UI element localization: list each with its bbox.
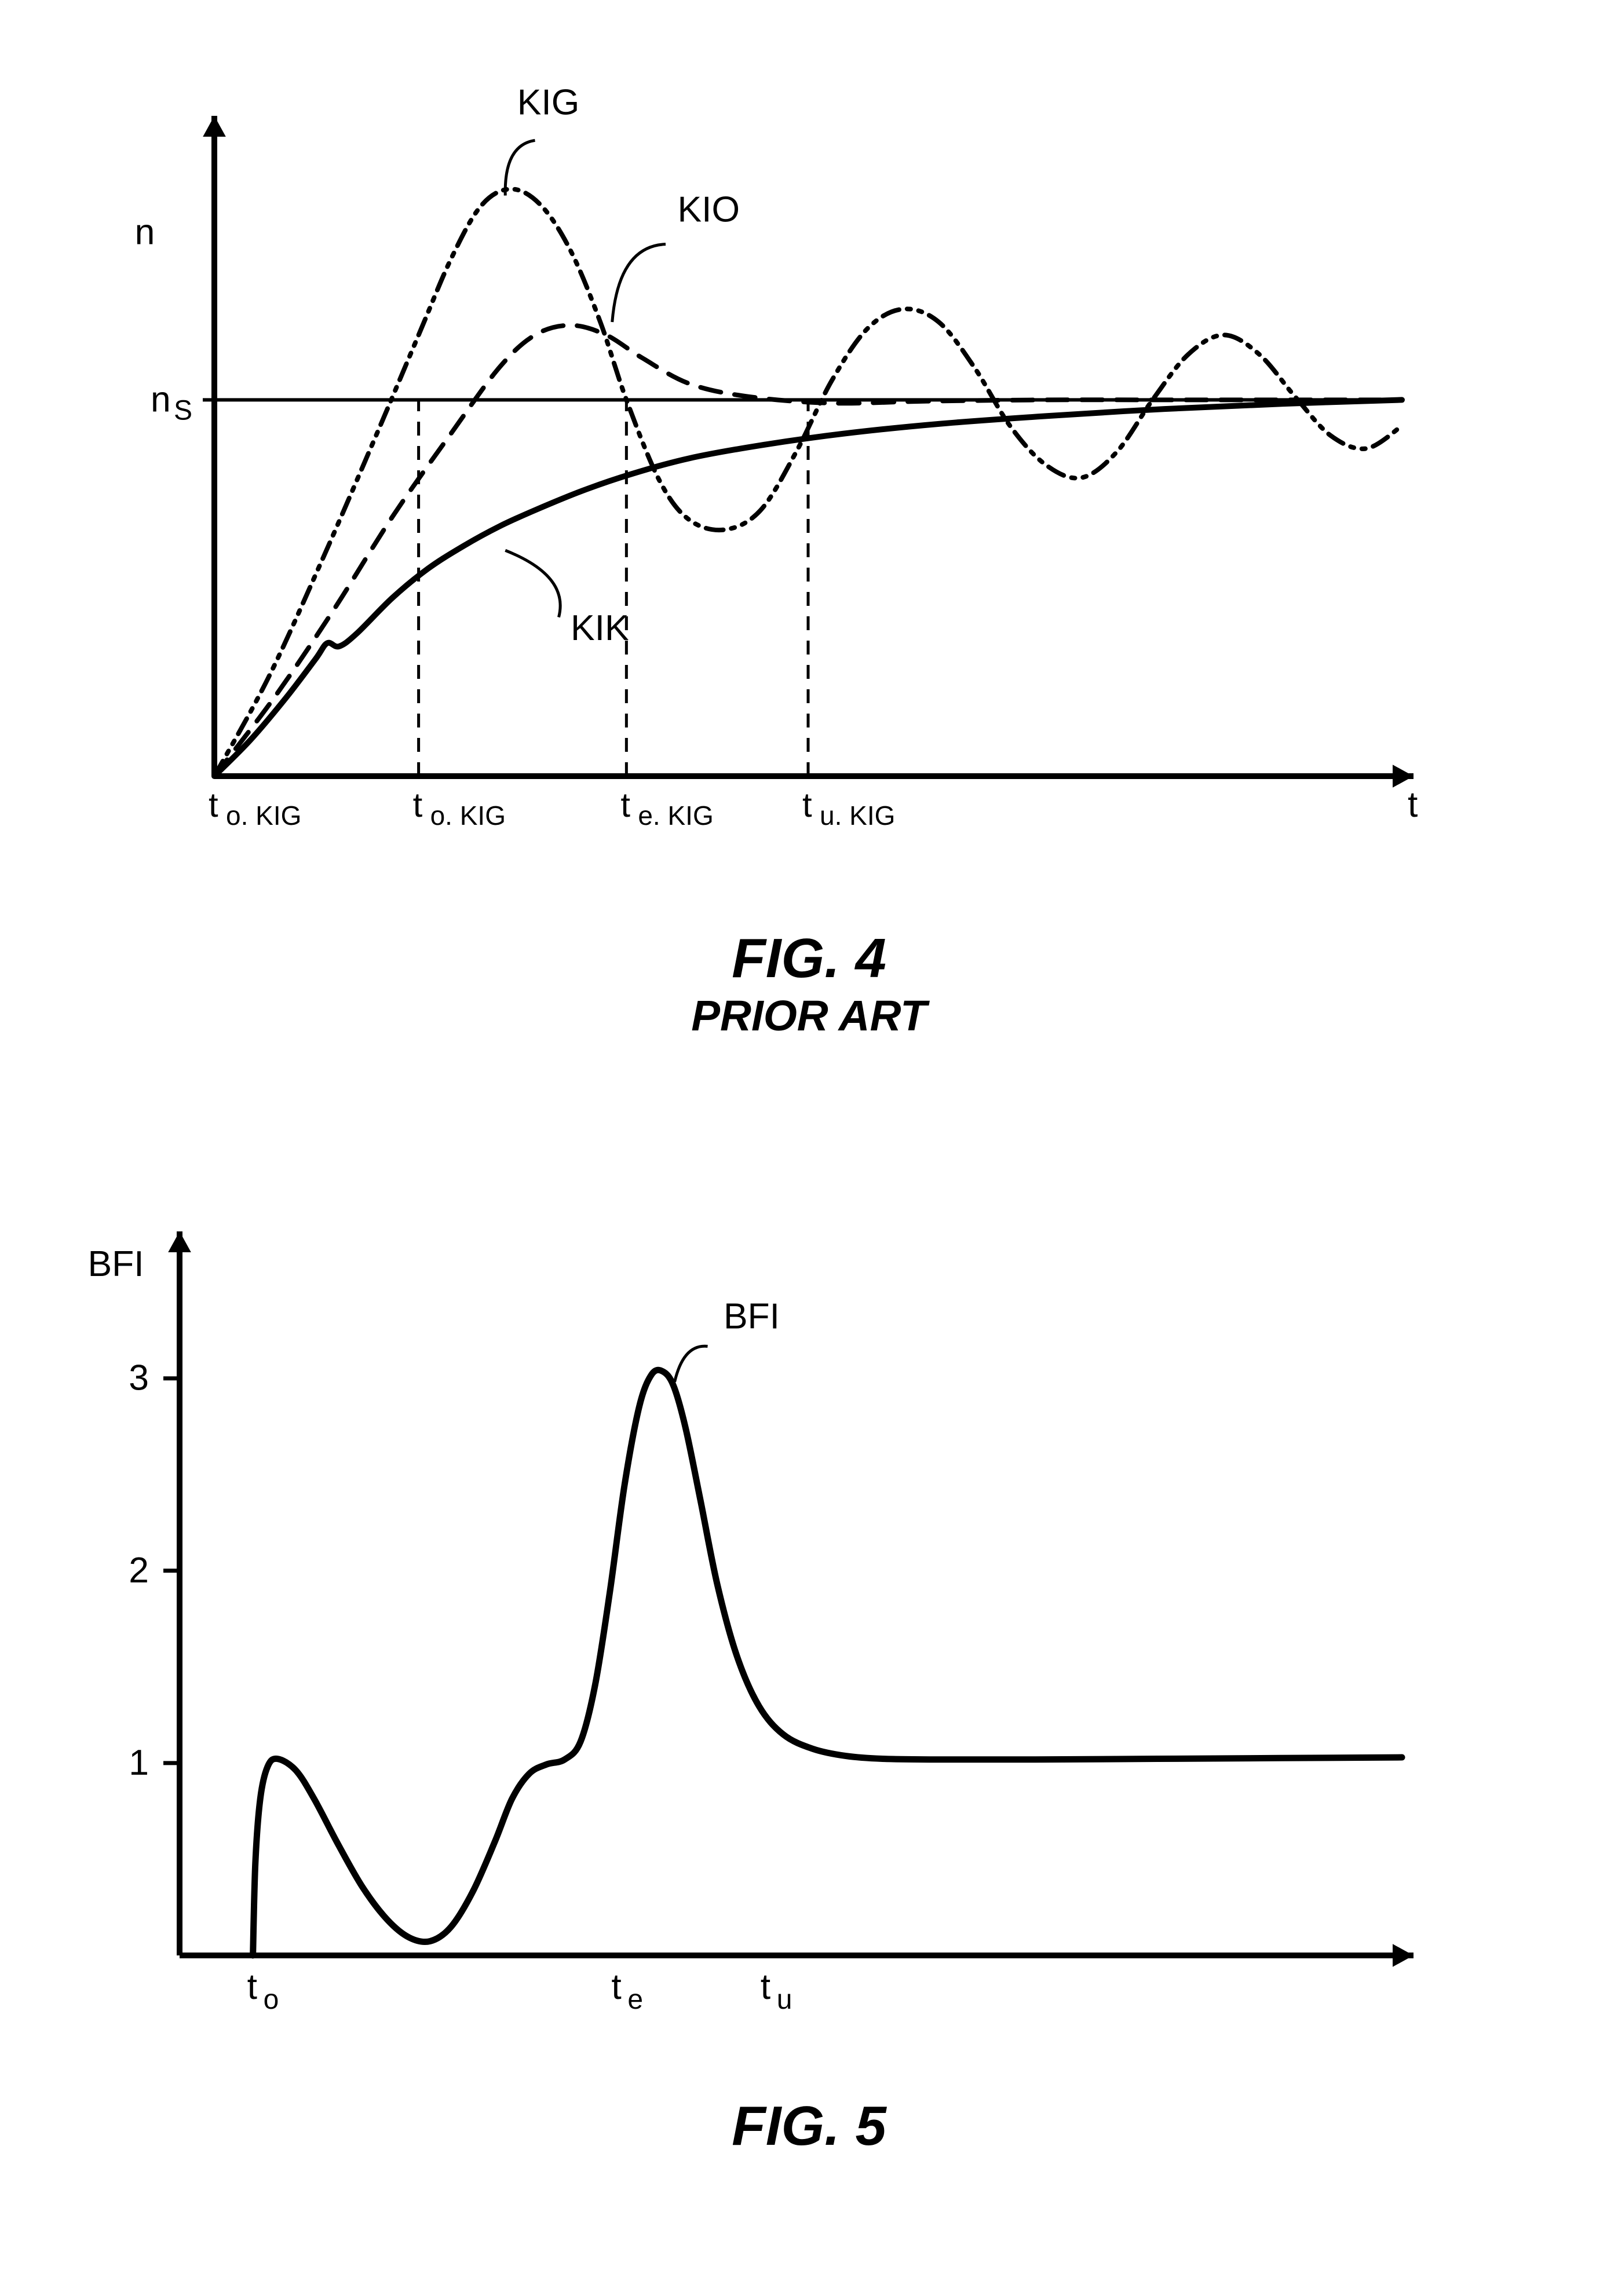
svg-text:e: e [627,1984,643,2015]
svg-text:BFI: BFI [87,1244,144,1284]
svg-text:n: n [151,379,171,419]
svg-text:KIO: KIO [678,189,740,229]
svg-text:1: 1 [129,1743,149,1783]
svg-text:t: t [761,1967,770,2007]
svg-text:BFI: BFI [724,1297,780,1337]
svg-text:e. KIG: e. KIG [638,800,713,831]
fig5-title: FIG. 5 [23,2094,1595,2158]
svg-text:t: t [413,785,423,824]
svg-text:o. KIG: o. KIG [226,800,301,831]
svg-text:n: n [135,213,155,253]
svg-text:t: t [247,1967,257,2007]
svg-text:S: S [174,395,192,426]
svg-text:3: 3 [129,1358,149,1398]
svg-text:u. KIG: u. KIG [820,800,895,831]
fig4-svg: KIGKIOKIKnnStto. KIGto. KIGte. KIGtu. KI… [23,46,1442,915]
svg-text:o. KIG: o. KIG [430,800,506,831]
svg-text:t: t [611,1967,621,2007]
svg-text:KIK: KIK [571,608,629,648]
svg-text:t: t [802,785,812,824]
svg-text:2: 2 [129,1551,149,1591]
svg-text:u: u [777,1984,792,2015]
fig4-caption: FIG. 4 PRIOR ART [23,927,1595,1040]
fig5-caption: FIG. 5 [23,2094,1595,2158]
svg-text:t: t [209,785,218,824]
svg-text:t: t [620,785,630,824]
svg-text:KIG: KIG [517,83,579,123]
svg-text:o: o [264,1984,279,2015]
fig4-title: FIG. 4 [23,927,1595,990]
fig5-svg: 123BFIBFItotetu [23,1156,1442,2083]
svg-text:t: t [1408,785,1418,825]
fig4-subtitle: PRIOR ART [23,990,1595,1040]
fig4-chart: KIGKIOKIKnnStto. KIGto. KIGte. KIGtu. KI… [23,46,1595,915]
fig5-chart: 123BFIBFItotetu [23,1156,1595,2083]
